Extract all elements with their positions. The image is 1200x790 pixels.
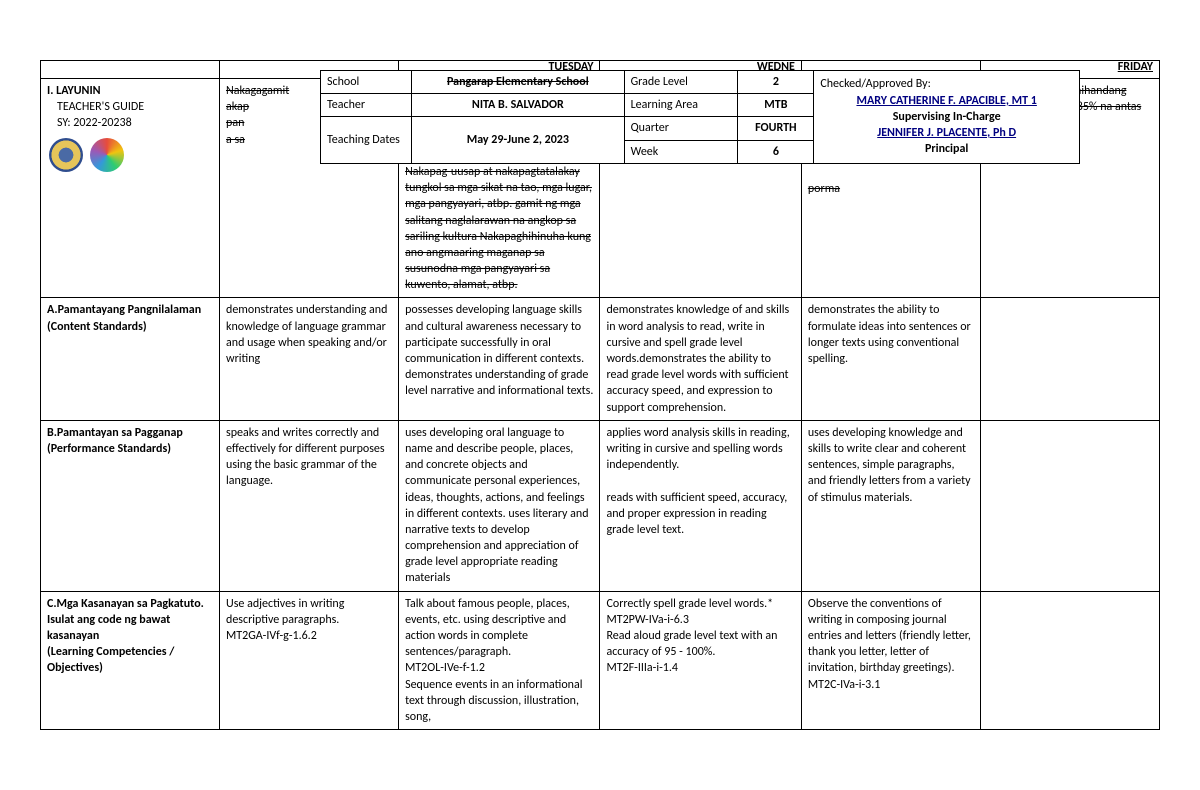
content-standards-col5 [980, 298, 1159, 420]
performance-standards-col2: uses developing oral language to name an… [399, 420, 600, 591]
performance-standards-col4: uses developing knowledge and skills to … [801, 420, 980, 591]
layunin-title: I. LAYUNIN [47, 83, 213, 99]
competencies-row: C.Mga Kasanayan sa Pagkatuto. Isulat ang… [41, 591, 1160, 730]
grade-level-value: 2 [738, 71, 814, 94]
content-standards-col1: demonstrates understanding and knowledge… [220, 298, 399, 420]
layunin-label-cell: I. LAYUNIN TEACHER'S GUIDE SY: 2022-2023… [41, 79, 220, 298]
week-label: Week [624, 140, 738, 163]
content-standards-col4: demonstrates the ability to formulate id… [801, 298, 980, 420]
quarter-label: Quarter [624, 117, 738, 140]
content-standards-col2: possesses developing language skills and… [399, 298, 600, 420]
approved-name: MARY CATHERINE F. APACIBLE, MT 1 [820, 93, 1073, 109]
competencies-col5 [980, 591, 1159, 730]
approved-role: Supervising In-Charge [820, 109, 1073, 125]
grade-level-label: Grade Level [624, 71, 738, 94]
teaching-dates-value: May 29-June 2, 2023 [412, 117, 625, 163]
teachers-guide-label: TEACHER'S GUIDE [47, 99, 213, 115]
competencies-label: C.Mga Kasanayan sa Pagkatuto. Isulat ang… [41, 591, 220, 730]
principal-role: Principal [820, 141, 1073, 157]
competencies-col4: Observe the conventions of writing in co… [801, 591, 980, 730]
teaching-dates-label: Teaching Dates [321, 117, 412, 163]
learning-area-label: Learning Area [624, 94, 738, 117]
layunin-col4-frag: porma [808, 182, 840, 196]
school-year-label: SY: 2022-20238 [47, 115, 213, 131]
layunin-col1-frag: Nakagagamit akap pan a sa [226, 84, 289, 147]
performance-standards-col3: applies word analysis skills in reading,… [600, 420, 801, 591]
performance-standards-label: B.Pamantayan sa Pagganap (Performance St… [41, 420, 220, 591]
week-value: 6 [738, 140, 814, 163]
approved-label: Checked/Approved By: [820, 76, 1073, 92]
learning-area-value: MTB [738, 94, 814, 117]
principal-name: JENNIFER J. PLACENTE, Ph D [820, 125, 1073, 141]
friday-label: FRIDAY [1118, 61, 1153, 76]
teacher-label: Teacher [321, 94, 412, 117]
performance-standards-row: B.Pamantayan sa Pagganap (Performance St… [41, 420, 1160, 591]
performance-standards-col5 [980, 420, 1159, 591]
competencies-col1: Use adjectives in writing descriptive pa… [220, 591, 399, 730]
school-logo [90, 138, 124, 172]
performance-standards-col1: speaks and writes correctly and effectiv… [220, 420, 399, 591]
competencies-col3: Correctly spell grade level words.* MT2P… [600, 591, 801, 730]
school-label: School [321, 71, 412, 94]
competencies-col2: Talk about famous people, places, events… [399, 591, 600, 730]
approved-by-cell: Checked/Approved By: MARY CATHERINE F. A… [814, 71, 1080, 164]
quarter-value: FOURTH [738, 117, 814, 140]
content-standards-row: A.Pamantayang Pangnilalaman (Content Sta… [41, 298, 1160, 420]
content-standards-col3: demonstrates knowledge of and skills in … [600, 298, 801, 420]
content-standards-label: A.Pamantayang Pangnilalaman (Content Sta… [41, 298, 220, 420]
teacher-value: NITA B. SALVADOR [412, 94, 625, 117]
school-value: Pangarap Elementary School [412, 71, 625, 94]
header-info-overlay: School Pangarap Elementary School Grade … [320, 70, 1080, 164]
deped-logo [49, 138, 83, 172]
